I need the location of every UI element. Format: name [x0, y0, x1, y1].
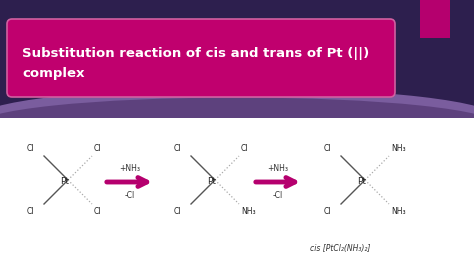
Text: Cl: Cl: [173, 207, 181, 216]
FancyBboxPatch shape: [7, 19, 395, 97]
Text: +NH₃: +NH₃: [119, 164, 140, 173]
Text: -Cl: -Cl: [124, 191, 135, 200]
Bar: [0, 125, 474, 266]
Text: Cl: Cl: [94, 207, 101, 216]
Text: NH₃: NH₃: [241, 207, 255, 216]
Text: Substitution reaction of cis and trans of Pt (||): Substitution reaction of cis and trans o…: [22, 47, 369, 60]
Text: NH₃: NH₃: [391, 144, 406, 153]
Text: Pt: Pt: [61, 177, 70, 185]
Text: Cl: Cl: [173, 144, 181, 153]
Text: complex: complex: [22, 66, 84, 80]
Ellipse shape: [0, 88, 474, 148]
Text: Cl: Cl: [27, 207, 34, 216]
Text: Pt: Pt: [208, 177, 217, 185]
Text: -Cl: -Cl: [273, 191, 283, 200]
Text: cis [PtCl₂(NH₃)₂]: cis [PtCl₂(NH₃)₂]: [310, 243, 370, 252]
Text: Cl: Cl: [323, 207, 331, 216]
Text: Cl: Cl: [323, 144, 331, 153]
Text: NH₃: NH₃: [391, 207, 406, 216]
Ellipse shape: [0, 98, 474, 152]
Bar: [420, 0, 450, 38]
Bar: [0, 118, 474, 266]
Text: Pt: Pt: [357, 177, 366, 185]
Bar: [0, 120, 474, 266]
Text: Cl: Cl: [241, 144, 248, 153]
Text: Cl: Cl: [94, 144, 101, 153]
Text: Cl: Cl: [27, 144, 34, 153]
Text: +NH₃: +NH₃: [267, 164, 289, 173]
